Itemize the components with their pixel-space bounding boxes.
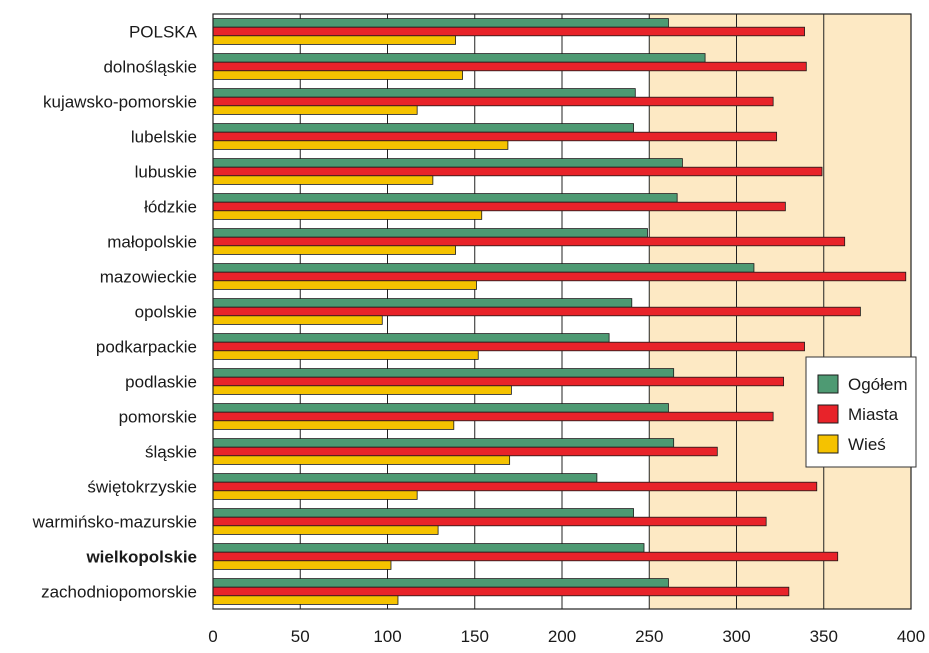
bar-ogółem-12 [212,438,675,448]
bar-wieś-5 [212,210,483,220]
bar-miasta-2 [212,96,774,107]
bar-wieś-15 [212,560,392,570]
bar-wieś-1 [212,70,463,80]
bar-miasta-9 [212,341,805,352]
bar-miasta-13 [212,481,818,492]
x-tick-labels: 0 50 100 150 200 250 300 350 400 [208,627,925,646]
bar-wieś-13 [212,490,418,500]
category-label: pomorskie [119,408,197,427]
bar-wieś-6 [212,245,456,255]
bar-miasta-5 [212,201,786,212]
bar-ogółem-8 [212,298,633,308]
x-tick-label: 300 [722,627,750,646]
bar-miasta-14 [212,516,767,527]
category-label: mazowieckie [100,268,197,287]
x-tick-label: 250 [635,627,663,646]
bar-ogółem-2 [212,88,636,98]
bar-wieś-16 [212,595,399,605]
bar-ogółem-0 [212,18,669,28]
bar-miasta-4 [212,166,823,177]
bar-miasta-6 [212,236,846,247]
category-label: lubuskie [135,163,197,182]
legend: Ogółem Miasta Wieś [805,356,917,468]
bar-wieś-2 [212,105,418,115]
bar-miasta-16 [212,586,790,597]
bar-miasta-15 [212,551,839,562]
category-label: podkarpackie [96,338,197,357]
bar-miasta-0 [212,26,805,37]
x-tick-label: 100 [373,627,401,646]
x-tick-label: 50 [291,627,310,646]
bar-wieś-11 [212,420,455,430]
bar-ogółem-7 [212,263,755,273]
plot-border [212,13,912,610]
bar-ogółem-11 [212,403,669,413]
category-label: śląskie [145,443,197,462]
category-label: kujawsko-pomorskie [43,93,197,112]
category-label: opolskie [135,303,197,322]
bar-ogółem-6 [212,228,648,238]
x-tick-label: 150 [461,627,489,646]
bar-miasta-11 [212,411,774,422]
x-tick-label: 0 [208,627,217,646]
legend-label: Ogółem [848,375,908,394]
category-label: POLSKA [129,23,198,42]
bar-wieś-0 [212,35,456,45]
x-tick-label: 400 [897,627,925,646]
category-label: wielkopolskie [85,548,197,567]
bar-ogółem-15 [212,543,645,553]
bar-wieś-3 [212,140,509,150]
bars-group [212,18,907,605]
bar-wieś-4 [212,175,434,185]
bar-miasta-10 [212,376,785,387]
bar-wieś-12 [212,455,511,465]
category-label: zachodniopomorskie [41,583,197,602]
legend-label: Miasta [848,405,899,424]
bar-ogółem-10 [212,368,675,378]
bar-miasta-3 [212,131,778,142]
bar-wieś-9 [212,350,479,360]
category-label: dolnośląskie [103,58,197,77]
bar-ogółem-3 [212,123,634,133]
bar-miasta-1 [212,61,807,72]
legend-swatch-miasta [817,404,839,424]
bar-ogółem-5 [212,193,678,203]
plot-frame [212,13,912,610]
bar-ogółem-4 [212,158,683,168]
bar-ogółem-14 [212,508,634,518]
bar-miasta-8 [212,306,861,317]
bar-wieś-14 [212,525,439,535]
category-labels: POLSKA dolnośląskie kujawsko-pomorskie lube… [32,23,198,602]
bar-wieś-8 [212,315,383,325]
legend-label: Wieś [848,435,886,454]
bar-wieś-7 [212,280,477,290]
category-label: świętokrzyskie [87,478,197,497]
bar-ogółem-9 [212,333,610,343]
bar-wieś-10 [212,385,512,395]
x-tick-label: 350 [810,627,838,646]
bar-miasta-12 [212,446,718,457]
category-label: małopolskie [107,233,197,252]
category-label: warmińsko-mazurskie [32,513,197,532]
bar-ogółem-16 [212,578,669,588]
bar-miasta-7 [212,271,907,282]
category-label: lubelskie [131,128,197,147]
x-tick-label: 200 [548,627,576,646]
category-label: łódzkie [144,198,197,217]
bar-ogółem-1 [212,53,706,63]
bar-ogółem-13 [212,473,598,483]
category-label: podlaskie [125,373,197,392]
legend-swatch-wieś [817,434,839,454]
legend-swatch-ogółem [817,374,839,394]
